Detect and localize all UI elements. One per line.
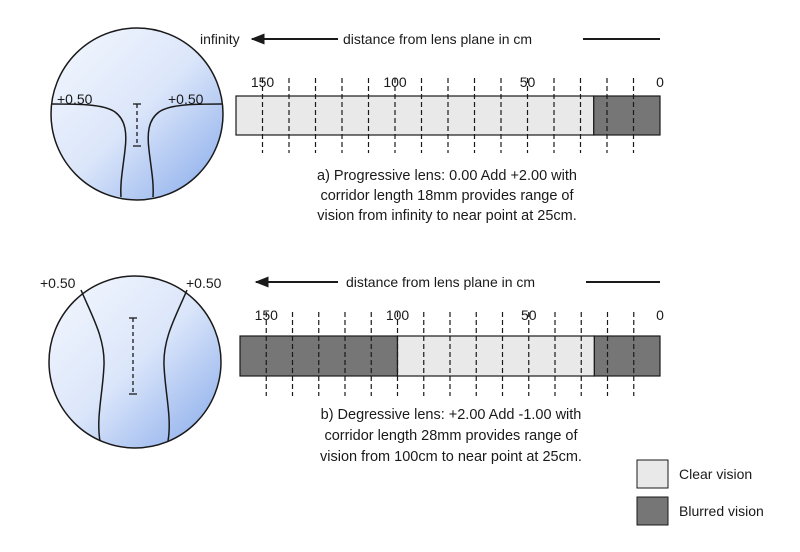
- lens-zone-boundary-right: [147, 103, 223, 198]
- axis-title: distance from lens plane in cm: [343, 31, 532, 47]
- lens-zone-boundary-left: [51, 103, 127, 198]
- scale-tick-label: 50: [521, 307, 537, 323]
- lens-right-power-label: +0.50: [168, 91, 204, 107]
- scale-tick-label: 150: [251, 74, 275, 90]
- distance-scale-bar: 150 100 50 0: [239, 307, 664, 396]
- lens-outline: [48, 275, 222, 449]
- caption-line-1: a) Progressive lens: 0.00 Add +2.00 with: [317, 168, 577, 184]
- caption-line-2: corridor length 28mm provides range of: [324, 428, 578, 444]
- scale-segment-blurred: [593, 335, 661, 377]
- legend: Clear vision Blurred vision: [636, 459, 764, 526]
- scale-tick-label: 50: [520, 74, 536, 90]
- scale-tick-label: 150: [255, 307, 279, 323]
- lens-right-power-label: +0.50: [186, 275, 222, 291]
- degressive-lens-diagram: +0.50 +0.50: [40, 275, 222, 449]
- caption-line-3: vision from 100cm to near point at 25cm.: [320, 449, 582, 465]
- caption-line-3: vision from infinity to near point at 25…: [317, 208, 577, 224]
- caption-line-1: b) Degressive lens: +2.00 Add -1.00 with: [321, 407, 582, 423]
- legend-label-clear: Clear vision: [679, 466, 752, 482]
- lens-left-power-label: +0.50: [40, 275, 76, 291]
- axis-title: distance from lens plane in cm: [346, 274, 535, 290]
- legend-swatch-blurred: [636, 496, 669, 526]
- infinity-label: infinity: [200, 31, 240, 47]
- progressive-lens-diagram: +0.50 +0.50: [50, 27, 224, 201]
- legend-label-blurred: Blurred vision: [679, 503, 764, 519]
- scale-tick-label: 0: [656, 307, 664, 323]
- scale-segment-clear: [235, 95, 595, 136]
- panel-a: +0.50 +0.50 infinity distance from lens …: [50, 27, 664, 224]
- distance-scale-bar: 150 100 50 0: [235, 74, 664, 153]
- scale-tick-label: 100: [386, 307, 410, 323]
- caption-b: b) Degressive lens: +2.00 Add -1.00 with…: [320, 407, 582, 465]
- legend-swatch-clear: [636, 459, 669, 489]
- scale-tick-label: 100: [383, 74, 407, 90]
- lens-zone-boundary-left: [80, 289, 105, 442]
- scale-tick-label: 0: [656, 74, 664, 90]
- scale-segment-clear: [396, 335, 595, 377]
- lens-zone-boundary-right: [163, 289, 188, 442]
- scale-segment-blurred: [593, 95, 661, 136]
- panel-b: +0.50 +0.50 distance from lens plane in …: [40, 274, 664, 465]
- caption-a: a) Progressive lens: 0.00 Add +2.00 with…: [317, 168, 577, 224]
- caption-line-2: corridor length 18mm provides range of: [320, 188, 574, 204]
- lens-left-power-label: +0.50: [57, 91, 93, 107]
